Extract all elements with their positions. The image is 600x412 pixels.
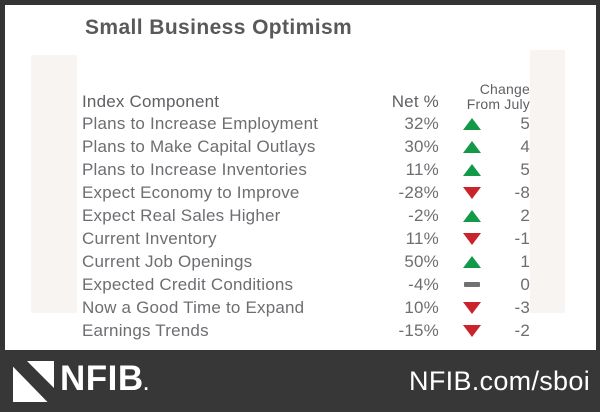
- row-net-percent: -15%: [398, 320, 439, 340]
- row-change-value: 5: [520, 113, 530, 133]
- change-up-icon: [463, 209, 481, 222]
- left-background-strip: [31, 55, 77, 313]
- row-net-percent: 11%: [405, 159, 439, 179]
- optimism-table: Index Component Net % Change From July P…: [82, 75, 530, 342]
- row-component-label: Earnings Trends: [82, 320, 209, 340]
- change-flat-icon: [464, 282, 480, 287]
- row-component-label: Now a Good Time to Expand: [82, 297, 305, 317]
- table-row: Now a Good Time to Expand 10% -3: [82, 296, 530, 319]
- row-change-icon-cell: [439, 140, 505, 153]
- table-row: Current Inventory 11% -1: [82, 227, 530, 250]
- row-change-icon-cell: [439, 232, 505, 245]
- row-change-value: -2: [514, 320, 530, 340]
- right-background-strip: [530, 50, 565, 313]
- row-change-value: -1: [514, 228, 530, 248]
- row-net-percent: 11%: [405, 228, 439, 248]
- row-component-label: Current Inventory: [82, 228, 217, 248]
- row-change-value: 2: [520, 205, 530, 225]
- table-row: Plans to Make Capital Outlays 30% 4: [82, 135, 530, 158]
- row-change-value: 0: [520, 274, 530, 294]
- row-change-icon-cell: [439, 324, 505, 337]
- row-change-icon-cell: [439, 255, 505, 268]
- change-up-icon: [463, 163, 481, 176]
- change-down-icon: [463, 232, 481, 245]
- header-change-line1: Change: [479, 81, 530, 97]
- row-net-percent: 30%: [404, 136, 439, 156]
- header-index-component: Index Component: [82, 92, 220, 111]
- table-row: Expected Credit Conditions -4% 0: [82, 273, 530, 296]
- change-down-icon: [463, 186, 481, 199]
- row-change-icon-cell: [439, 301, 505, 314]
- footer-url: NFIB.com/sboi: [409, 365, 590, 396]
- footer-brand-text: NFIB: [60, 358, 144, 398]
- row-change-value: -8: [514, 182, 530, 202]
- row-change-value: 4: [520, 136, 530, 156]
- row-component-label: Plans to Increase Inventories: [82, 159, 308, 179]
- change-up-icon: [463, 255, 481, 268]
- row-net-percent: -28%: [398, 182, 439, 202]
- header-change-from-july: Change From July: [439, 82, 530, 112]
- table-row: Expect Real Sales Higher -2% 2: [82, 204, 530, 227]
- row-component-label: Plans to Make Capital Outlays: [82, 136, 316, 156]
- footer-brand-dot: .: [143, 373, 150, 394]
- row-change-value: -3: [514, 297, 530, 317]
- change-up-icon: [463, 117, 481, 130]
- footer-bar: NFIB. NFIB.com/sboi: [0, 350, 600, 412]
- table-rows: Plans to Increase Employment 32% 5 Plans…: [82, 112, 530, 342]
- row-net-percent: -2%: [408, 205, 439, 225]
- row-net-percent: 10%: [404, 297, 439, 317]
- table-row: Expect Economy to Improve -28% -8: [82, 181, 530, 204]
- nfib-logo-icon: [13, 360, 54, 402]
- table-row: Current Job Openings 50% 1: [82, 250, 530, 273]
- row-net-percent: 50%: [404, 251, 439, 271]
- change-down-icon: [463, 324, 481, 337]
- row-component-label: Expect Economy to Improve: [82, 182, 300, 202]
- table-row: Plans to Increase Employment 32% 5: [82, 112, 530, 135]
- row-net-percent: -4%: [408, 274, 439, 294]
- table-header: Index Component Net % Change From July: [82, 75, 530, 112]
- row-change-icon-cell: [439, 282, 505, 287]
- table-row: Earnings Trends -15% -2: [82, 319, 530, 342]
- row-component-label: Current Job Openings: [82, 251, 253, 271]
- row-change-icon-cell: [439, 209, 505, 222]
- row-component-label: Plans to Increase Employment: [82, 113, 319, 133]
- table-row: Plans to Increase Inventories 11% 5: [82, 158, 530, 181]
- row-net-percent: 32%: [404, 113, 439, 133]
- row-component-label: Expect Real Sales Higher: [82, 205, 281, 225]
- row-change-icon-cell: [439, 186, 505, 199]
- row-change-icon-cell: [439, 163, 505, 176]
- row-change-icon-cell: [439, 117, 505, 130]
- footer-brand: NFIB.: [60, 358, 149, 405]
- header-net-percent: Net %: [391, 92, 439, 111]
- change-down-icon: [463, 301, 481, 314]
- header-change-line2: From July: [466, 96, 530, 112]
- row-change-value: 5: [520, 159, 530, 179]
- row-change-value: 1: [520, 251, 530, 271]
- row-component-label: Expected Credit Conditions: [82, 274, 294, 294]
- change-up-icon: [463, 140, 481, 153]
- page-title: Small Business Optimism: [85, 16, 353, 39]
